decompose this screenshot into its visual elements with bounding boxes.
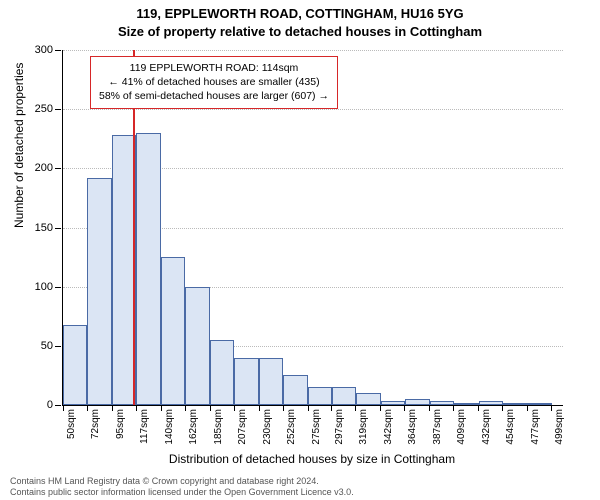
x-tick bbox=[404, 405, 405, 411]
footer-line2: Contains public sector information licen… bbox=[10, 487, 354, 498]
histogram-bar bbox=[528, 403, 552, 405]
histogram-bar bbox=[308, 387, 332, 405]
histogram-bar bbox=[454, 403, 478, 405]
histogram-bar bbox=[381, 401, 405, 405]
x-tick bbox=[283, 405, 284, 411]
footer-attribution: Contains HM Land Registry data © Crown c… bbox=[10, 476, 354, 499]
chart-title-line1: 119, EPPLEWORTH ROAD, COTTINGHAM, HU16 5… bbox=[0, 6, 600, 21]
histogram-bar bbox=[332, 387, 356, 405]
annotation-line3: 58% of semi-detached houses are larger (… bbox=[99, 89, 329, 103]
x-tick-label: 432sqm bbox=[481, 409, 492, 445]
x-tick-label: 454sqm bbox=[505, 409, 516, 445]
x-tick bbox=[87, 405, 88, 411]
annotation-line2: ← 41% of detached houses are smaller (43… bbox=[99, 75, 329, 89]
histogram-bar bbox=[259, 358, 283, 405]
grid-line bbox=[63, 109, 563, 110]
histogram-bar bbox=[503, 403, 527, 405]
x-tick-label: 162sqm bbox=[188, 409, 199, 445]
y-tick-label: 200 bbox=[35, 162, 53, 174]
x-tick-label: 499sqm bbox=[554, 409, 565, 445]
y-tick-label: 250 bbox=[35, 103, 53, 115]
x-tick bbox=[63, 405, 64, 411]
x-tick bbox=[136, 405, 137, 411]
y-tick bbox=[55, 405, 61, 406]
x-tick-label: 50sqm bbox=[66, 409, 77, 439]
x-tick bbox=[210, 405, 211, 411]
y-tick bbox=[55, 50, 61, 51]
y-tick-label: 50 bbox=[41, 340, 53, 352]
x-tick bbox=[234, 405, 235, 411]
x-tick bbox=[527, 405, 528, 411]
property-size-histogram: 119, EPPLEWORTH ROAD, COTTINGHAM, HU16 5… bbox=[0, 0, 600, 500]
y-tick bbox=[55, 346, 61, 347]
y-tick bbox=[55, 168, 61, 169]
x-tick-label: 95sqm bbox=[115, 409, 126, 439]
chart-title-line2: Size of property relative to detached ho… bbox=[0, 24, 600, 39]
x-tick bbox=[453, 405, 454, 411]
histogram-bar bbox=[283, 375, 307, 405]
x-tick-label: 387sqm bbox=[432, 409, 443, 445]
histogram-bar bbox=[356, 393, 380, 405]
histogram-bar bbox=[210, 340, 234, 405]
histogram-bar bbox=[63, 325, 87, 405]
x-tick-label: 185sqm bbox=[213, 409, 224, 445]
x-tick-label: 72sqm bbox=[90, 409, 101, 439]
histogram-bar bbox=[405, 399, 429, 405]
annotation-line1: 119 EPPLEWORTH ROAD: 114sqm bbox=[99, 61, 329, 75]
annotation-box: 119 EPPLEWORTH ROAD: 114sqm ← 41% of det… bbox=[90, 56, 338, 109]
y-tick-label: 0 bbox=[47, 399, 53, 411]
x-tick bbox=[478, 405, 479, 411]
x-axis-label: Distribution of detached houses by size … bbox=[62, 452, 562, 466]
x-tick bbox=[259, 405, 260, 411]
y-tick-label: 100 bbox=[35, 281, 53, 293]
x-tick bbox=[502, 405, 503, 411]
x-tick-label: 140sqm bbox=[164, 409, 175, 445]
x-tick bbox=[331, 405, 332, 411]
x-tick bbox=[185, 405, 186, 411]
x-tick-label: 252sqm bbox=[286, 409, 297, 445]
histogram-bar bbox=[234, 358, 258, 405]
x-tick-label: 297sqm bbox=[334, 409, 345, 445]
x-tick-label: 342sqm bbox=[383, 409, 394, 445]
x-tick bbox=[429, 405, 430, 411]
y-tick bbox=[55, 109, 61, 110]
x-tick-label: 477sqm bbox=[530, 409, 541, 445]
x-tick bbox=[551, 405, 552, 411]
grid-line bbox=[63, 50, 563, 51]
y-tick-label: 150 bbox=[35, 222, 53, 234]
x-tick bbox=[308, 405, 309, 411]
x-tick bbox=[355, 405, 356, 411]
y-axis-label: Number of detached properties bbox=[12, 63, 26, 228]
histogram-bar bbox=[430, 401, 454, 405]
x-tick-label: 275sqm bbox=[311, 409, 322, 445]
y-tick bbox=[55, 228, 61, 229]
histogram-bar bbox=[479, 401, 503, 405]
x-tick-label: 409sqm bbox=[456, 409, 467, 445]
x-tick-label: 319sqm bbox=[358, 409, 369, 445]
x-tick bbox=[112, 405, 113, 411]
x-tick-label: 117sqm bbox=[139, 409, 150, 444]
x-tick-label: 364sqm bbox=[407, 409, 418, 445]
x-tick bbox=[380, 405, 381, 411]
y-tick-label: 300 bbox=[35, 44, 53, 56]
histogram-bar bbox=[185, 287, 209, 405]
footer-line1: Contains HM Land Registry data © Crown c… bbox=[10, 476, 354, 487]
x-tick-label: 230sqm bbox=[262, 409, 273, 445]
histogram-bar bbox=[87, 178, 111, 405]
x-tick bbox=[161, 405, 162, 411]
histogram-bar bbox=[136, 133, 160, 405]
histogram-bar bbox=[161, 257, 185, 405]
y-tick bbox=[55, 287, 61, 288]
x-tick-label: 207sqm bbox=[237, 409, 248, 445]
